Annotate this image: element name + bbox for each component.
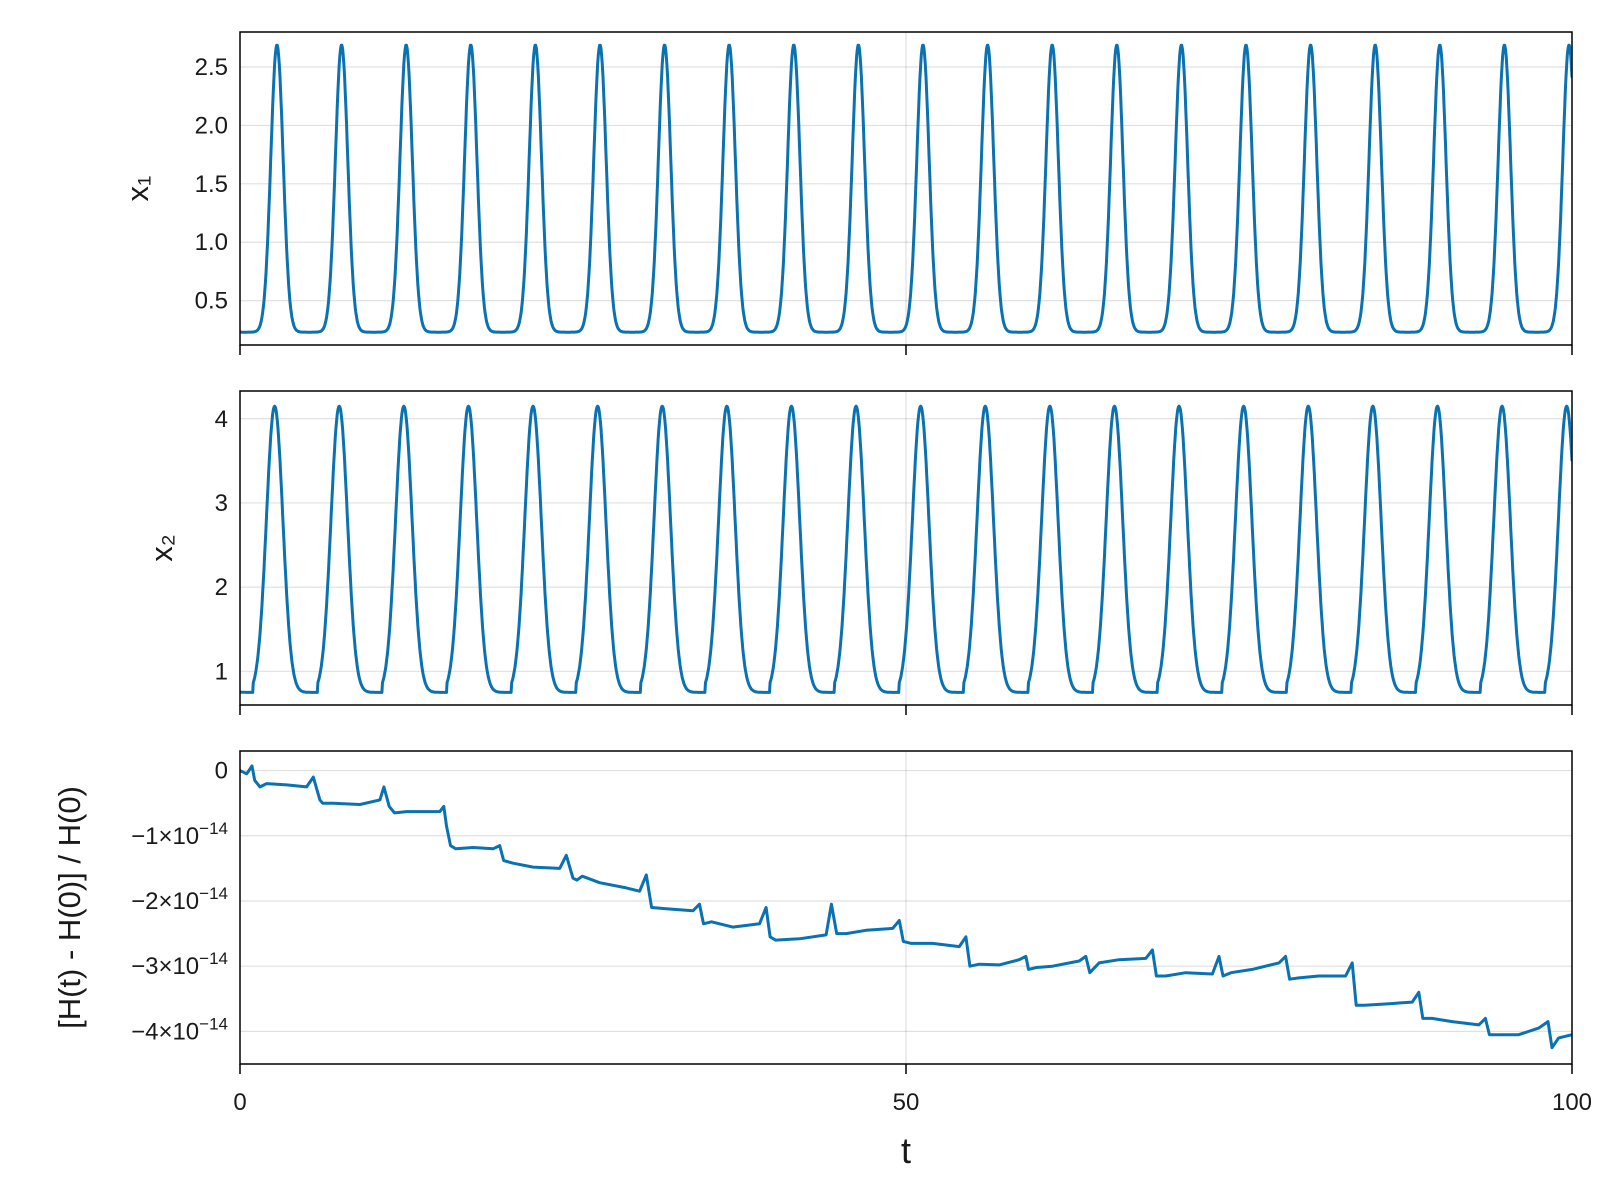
- y-axis-label: x₁: [120, 176, 155, 202]
- plot-frame: [239, 750, 1573, 1065]
- y-tick-label: −2×10−14: [131, 884, 228, 915]
- y-tick-label: 1: [215, 658, 228, 685]
- plot-frame: [239, 390, 1573, 706]
- y-tick-label: 0: [215, 758, 228, 785]
- x-axis-label: t: [901, 1130, 911, 1171]
- y-tick-label: −1×10−14: [131, 819, 228, 850]
- panel-energy-error: 0 −1×10−14 −2×10−14 −3×10−14 −4×10−14 0 50 100 […: [52, 750, 1592, 1171]
- y-tick-label: 2: [215, 574, 228, 601]
- y-tick-label: 3: [215, 490, 228, 517]
- x-tick-label: 50: [893, 1089, 920, 1116]
- series-line: [240, 43, 1572, 334]
- y-axis-label: [H(t) - H(0)] / H(0): [52, 786, 87, 1029]
- y-tick-label: 1.0: [195, 229, 228, 256]
- y-tick-label: 1.5: [195, 171, 228, 198]
- panel-x2: 1 2 3 4 x₂: [144, 390, 1573, 715]
- y-tick-label: 2.5: [195, 54, 228, 81]
- y-tick-label: 4: [215, 406, 228, 433]
- panel-x1: 0.5 1.0 1.5 2.0 2.5 x₁: [120, 31, 1573, 355]
- y-axis-label: x₂: [144, 534, 179, 562]
- x-tick-label: 0: [233, 1089, 246, 1116]
- y-tick-label: 0.5: [195, 288, 228, 315]
- plot-frame: [239, 31, 1573, 346]
- series-line: [240, 764, 1572, 1050]
- y-tick-label: 2.0: [195, 112, 228, 139]
- y-tick-label: −3×10−14: [131, 949, 228, 980]
- y-tick-label: −4×10−14: [131, 1014, 228, 1045]
- x-tick-label: 100: [1552, 1089, 1592, 1116]
- series-line: [240, 404, 1572, 694]
